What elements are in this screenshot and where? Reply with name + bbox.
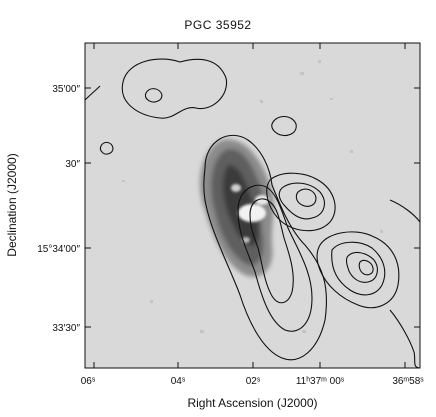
y-tick-label: 15°34′00″ xyxy=(37,244,80,255)
y-ticks xyxy=(85,87,420,328)
y-tick-label: 35′00″ xyxy=(52,84,80,95)
image-panel xyxy=(85,43,420,368)
radio-contours xyxy=(85,58,420,368)
sky-noise xyxy=(122,60,383,333)
x-ticks xyxy=(93,43,406,368)
y-tick-label: 33′30″ xyxy=(52,323,80,334)
x-tick-label: 06ˢ xyxy=(81,376,96,387)
x-tick-label: 04ˢ xyxy=(171,376,186,387)
x-tick-label: 36ᵐ58ˢ xyxy=(392,376,424,387)
x-axis-label: Right Ascension (J2000) xyxy=(187,396,318,410)
x-tick-label: 02ˢ xyxy=(246,376,261,387)
y-tick-label: 30″ xyxy=(65,159,80,170)
chart-title: PGC 35952 xyxy=(184,18,252,32)
x-tick-label: 11ʰ37ᵐ 00ˢ xyxy=(296,376,345,387)
galaxy-core xyxy=(231,184,269,243)
